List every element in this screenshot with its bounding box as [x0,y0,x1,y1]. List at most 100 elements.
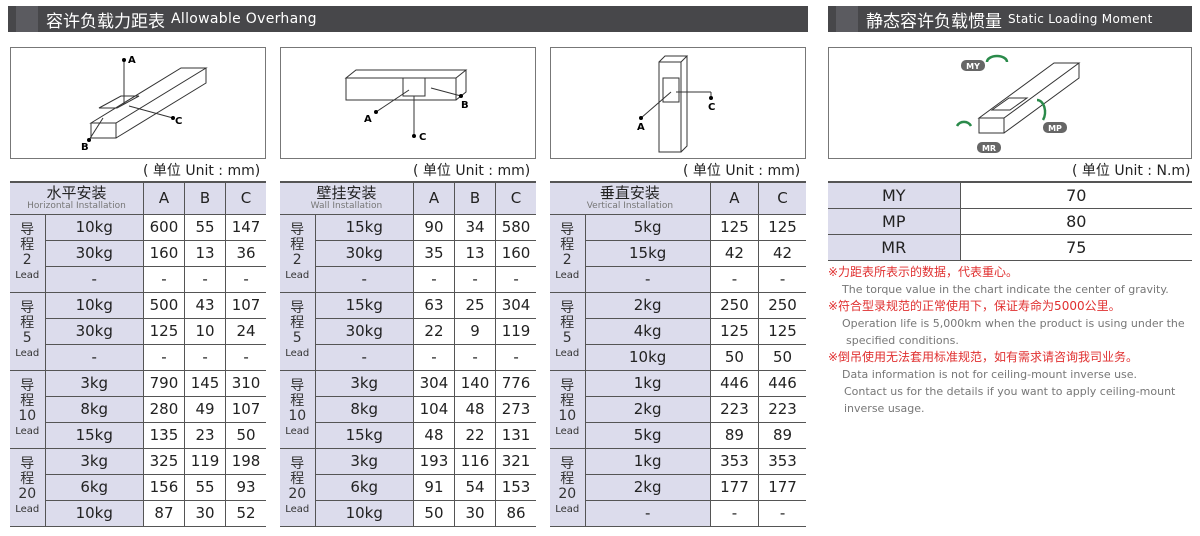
load-weight: 6kg [45,474,144,501]
lead-label: 2 [562,252,572,268]
lead-label: 程 [560,393,575,409]
lead-cell: 导程 10 Lead [550,370,586,449]
load-weight: 3kg [45,370,144,397]
lead-label: Lead [15,504,40,515]
table-row: 导程 20 Lead 3kg 193 116 321 [280,448,536,527]
overhang-value: 321 [495,448,536,475]
load-weight: 3kg [315,448,414,475]
table-row: 30kg 125 10 24 [10,318,266,345]
lead-label: 10 [558,408,577,424]
lead-label: Lead [555,270,580,281]
overhang-value: 776 [495,370,536,397]
overhang-value: 280 [143,396,186,423]
overhang-value: 89 [710,422,760,449]
table-row: 6kg 91 54 153 [280,474,536,501]
overhang-value: - [184,266,227,293]
load-weight: 3kg [315,370,414,397]
static-moment-header: 静态容许负载惯量 Static Loading Moment [828,6,1192,32]
lead-label: 程 [290,315,305,331]
note-cn: ※倒吊使用无法套用标准规范，如有需求请咨询我司业务。 [828,350,1139,364]
lead-label: Lead [555,504,580,515]
table-row: 8kg 280 49 107 [10,396,266,423]
overhang-value: 600 [143,214,186,241]
table-header-row: 壁挂安装 Wall Installation A B C [280,181,536,215]
overhang-value: - [710,266,760,293]
label-b: B [461,100,469,111]
overhang-value: 147 [225,214,266,241]
overhang-value: 273 [495,396,536,423]
overhang-value: 125 [758,214,806,241]
overhang-value: - [413,266,456,293]
lead-label: 20 [18,486,37,502]
overhang-value: - [454,344,497,371]
column-header: C [495,181,536,215]
lead-cell: 导程 5 Lead [550,292,586,371]
load-weight: - [315,266,414,293]
table-row: 30kg 22 9 119 [280,318,536,345]
lead-cell: 导程 2 Lead [10,214,46,293]
overhang-value: 446 [758,370,806,397]
load-weight: 1kg [585,370,711,397]
overhang-value: 23 [184,422,227,449]
load-weight: - [585,500,711,527]
load-weight: 3kg [45,448,144,475]
overhang-value: 131 [495,422,536,449]
column-header: C [225,181,266,215]
table-row: 15kg 135 23 50 [10,422,266,449]
lead-label: 导 [290,300,305,316]
table-header-row: 垂直安装 Vertical Installation A C [550,181,806,215]
table-row: 10kg 87 30 52 [10,500,266,527]
header-title-en: Allowable Overhang [171,11,317,27]
load-weight: 2kg [585,474,711,501]
overhang-value: - [710,500,760,527]
overhang-value: 87 [143,500,186,527]
lead-cell: 导程 5 Lead [10,292,46,371]
lead-cell: 导程 2 Lead [280,214,316,293]
overhang-value: 160 [143,240,186,267]
table-row: --- [550,266,806,293]
table-row: 10kg 50 50 [550,344,806,371]
label-c: C [708,102,715,113]
overhang-value: 63 [413,292,456,319]
overhang-value: 10 [184,318,227,345]
overhang-value: 13 [454,240,497,267]
load-weight: 10kg [315,500,414,527]
lead-label: Lead [285,348,310,359]
installation-type-header: 垂直安装 Vertical Installation [550,181,711,215]
overhang-value: 25 [454,292,497,319]
table-row: MP 80 [828,208,1192,235]
installation-type-cn: 垂直安装 [599,184,660,203]
lead-label: Lead [285,504,310,515]
lead-label: 程 [290,471,305,487]
table-row: 导程 2 Lead 15kg 90 34 580 [280,214,536,293]
table-row: ---- [10,266,266,293]
lead-label: 10 [18,408,37,424]
lead-label: 10 [288,408,307,424]
load-weight: 4kg [585,318,711,345]
installation-type-en: Horizontal Installation [27,201,126,212]
label-a: A [364,114,372,125]
lead-label: 导 [560,222,575,238]
table-row: 2kg 177 177 [550,474,806,501]
overhang-value: 580 [495,214,536,241]
unit-label: ( 单位 Unit : mm) [413,163,531,179]
overhang-value: 52 [225,500,266,527]
table-row: 导程 10 Lead 3kg 790 145 310 [10,370,266,449]
moment-name: MR [828,234,961,261]
overhang-value: 50 [413,500,456,527]
overhang-value: - [758,500,806,527]
table-row: MY 70 [828,181,1192,209]
overhang-value: 119 [184,448,227,475]
moment-name: MP [828,208,961,235]
header-title-cn: 容许负载力距表 [46,11,165,32]
overhang-value: 104 [413,396,456,423]
table-row: 导程 20 Lead 1kg 353 353 [550,448,806,527]
notes: ※力距表所表示的数据，代表重心。 The torque value in the… [828,264,1200,417]
table-row: 2kg 223 223 [550,396,806,423]
lead-label: Lead [555,426,580,437]
lead-label: Lead [285,270,310,281]
load-weight: 30kg [45,240,144,267]
table-row: 导程 5 Lead 10kg 500 43 107 [10,292,266,371]
overhang-value: - [143,344,186,371]
lead-label: Lead [15,270,40,281]
